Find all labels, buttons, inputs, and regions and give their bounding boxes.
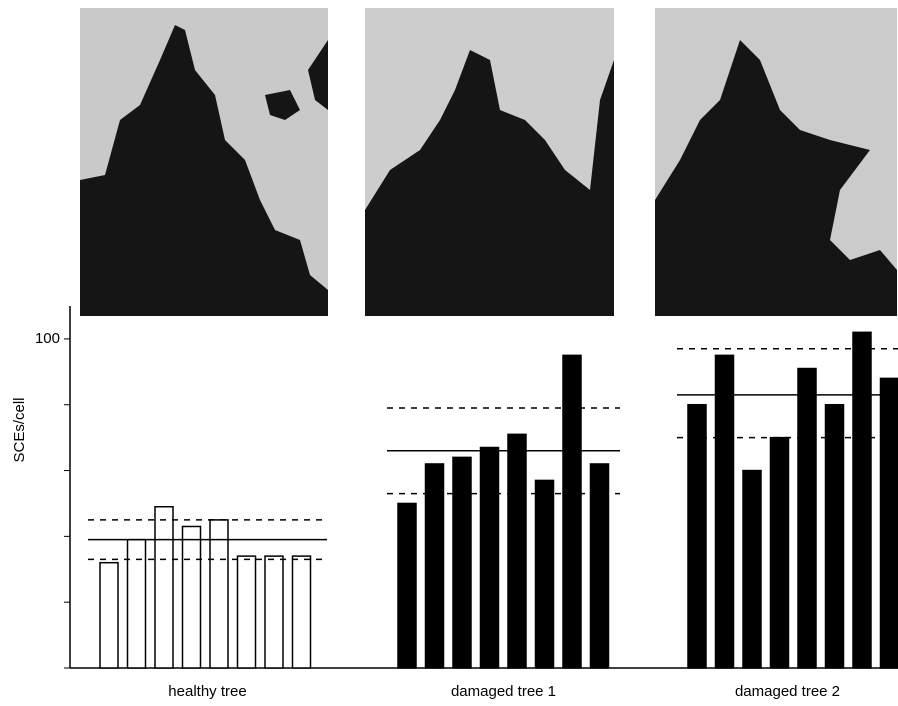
bar bbox=[687, 403, 707, 669]
bar bbox=[879, 377, 898, 669]
bar bbox=[291, 555, 312, 669]
tree-photo bbox=[655, 8, 897, 316]
tree-photo bbox=[365, 8, 614, 316]
bar bbox=[714, 354, 735, 669]
group-label: healthy tree bbox=[168, 683, 246, 700]
bar bbox=[397, 502, 417, 669]
bar bbox=[181, 525, 202, 669]
y-tick-label: 100 bbox=[35, 330, 60, 347]
bar bbox=[99, 561, 119, 669]
group-label: damaged tree 1 bbox=[451, 683, 556, 700]
bar bbox=[507, 433, 527, 669]
bar bbox=[797, 367, 817, 669]
bar bbox=[209, 519, 229, 669]
tree-photo bbox=[80, 8, 328, 316]
bar bbox=[236, 555, 257, 669]
bar bbox=[534, 479, 555, 669]
bar bbox=[852, 331, 872, 669]
bar bbox=[479, 446, 500, 669]
bar bbox=[769, 436, 790, 669]
group-label: damaged tree 2 bbox=[735, 683, 840, 700]
bar bbox=[154, 505, 174, 669]
bar bbox=[824, 403, 845, 669]
bar bbox=[452, 456, 472, 669]
bar bbox=[264, 555, 284, 669]
bar bbox=[424, 463, 445, 669]
y-axis-label: SCEs/cell bbox=[11, 397, 28, 462]
bar bbox=[742, 469, 762, 669]
bar bbox=[589, 463, 610, 669]
bar bbox=[562, 354, 582, 669]
